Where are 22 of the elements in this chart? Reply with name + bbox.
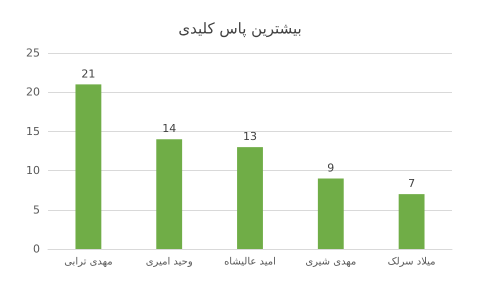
x-tick-label: وحید امیری — [146, 256, 193, 268]
y-tick-label: 15 — [26, 124, 40, 138]
x-tick-label: مهدی شیری — [305, 256, 356, 268]
y-tick-label: 25 — [26, 46, 40, 60]
y-tick-label: 0 — [33, 242, 40, 256]
bar — [237, 147, 263, 249]
data-label: 7 — [408, 177, 416, 190]
chart-title: بیشترین پاس کلیدی — [178, 20, 302, 38]
y-tick-label: 5 — [33, 203, 40, 216]
x-tick-label: امید عالیشاه — [224, 256, 276, 268]
data-label: 9 — [327, 161, 334, 174]
bar — [75, 84, 102, 249]
data-label: 14 — [162, 122, 176, 136]
x-tick-label: میلاد سرلک — [388, 256, 436, 268]
x-tick-label: مهدی ترابی — [64, 256, 113, 268]
data-label: 21 — [81, 67, 96, 80]
bar — [156, 139, 182, 249]
bar — [318, 178, 344, 249]
y-tick-label: 20 — [26, 86, 40, 99]
y-tick-label: 10 — [26, 164, 40, 178]
data-label: 13 — [243, 130, 257, 144]
bar — [398, 194, 425, 249]
